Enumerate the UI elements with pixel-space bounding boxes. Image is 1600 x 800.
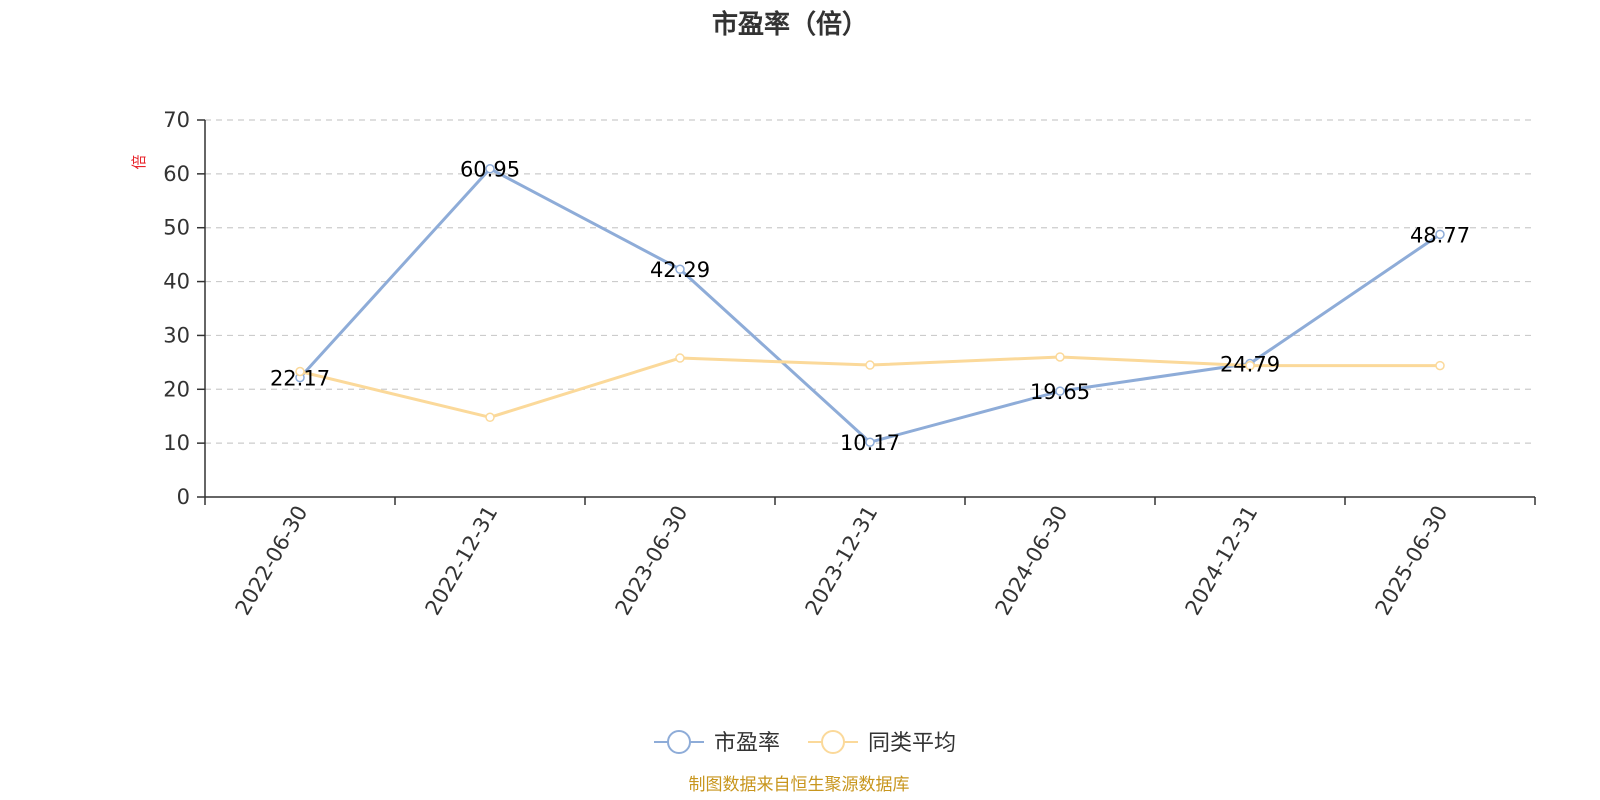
data-labels: 22.17 60.95 42.29 10.17 19.65 24.79 48.77 (270, 158, 1470, 455)
y-tick-label: 10 (163, 431, 190, 455)
data-point (675, 264, 685, 274)
data-point (295, 366, 305, 377)
series-lines (295, 163, 1445, 447)
data-label: 24.79 (1220, 352, 1280, 376)
data-point (675, 353, 685, 363)
y-tick-label: 30 (163, 323, 190, 347)
data-label: 22.17 (270, 367, 330, 391)
data-point (485, 163, 495, 174)
data-point (1055, 352, 1065, 362)
y-tick-label: 0 (177, 485, 190, 509)
source-note: 制图数据来自恒生聚源数据库 (689, 775, 910, 795)
data-point (1055, 386, 1065, 396)
data-point (1435, 229, 1445, 240)
data-label: 19.65 (1030, 380, 1090, 404)
grid-lines (205, 119, 1535, 444)
y-tick-label: 70 (163, 108, 190, 132)
legend-label: 市盈率 (714, 731, 780, 756)
series-line-1 (298, 167, 1441, 444)
y-tick-label: 50 (163, 216, 190, 240)
y-axis-unit-label: 倍 (130, 154, 148, 169)
legend-marker (667, 730, 691, 754)
data-label: 10.17 (840, 431, 900, 455)
y-tick-label: 60 (163, 162, 190, 186)
x-tick-label: 2022-06-30 (231, 502, 313, 620)
data-point (1435, 360, 1445, 371)
data-point (865, 360, 875, 370)
data-point (865, 437, 875, 447)
y-tick-label: 40 (163, 270, 190, 294)
x-tick-label: 2023-12-31 (801, 502, 883, 620)
data-label: 48.77 (1410, 223, 1470, 247)
chart-title: 市盈率（倍） (712, 9, 868, 40)
y-tick-label: 20 (163, 377, 190, 401)
data-point (1245, 360, 1255, 371)
x-tick-label: 2022-12-31 (421, 502, 503, 620)
x-tick-label: 2025-06-30 (1371, 502, 1453, 620)
data-label: 60.95 (460, 158, 520, 182)
data-point (485, 412, 495, 423)
data-label: 42.29 (650, 258, 710, 282)
x-tick-label: 2024-06-30 (991, 502, 1073, 620)
legend-marker (821, 730, 845, 754)
legend[interactable]: 市盈率 同类平均 (654, 730, 956, 756)
x-tick-label: 2024-12-31 (1181, 502, 1263, 620)
x-tick-label: 2023-06-30 (611, 502, 693, 620)
legend-label: 同类平均 (868, 731, 956, 756)
